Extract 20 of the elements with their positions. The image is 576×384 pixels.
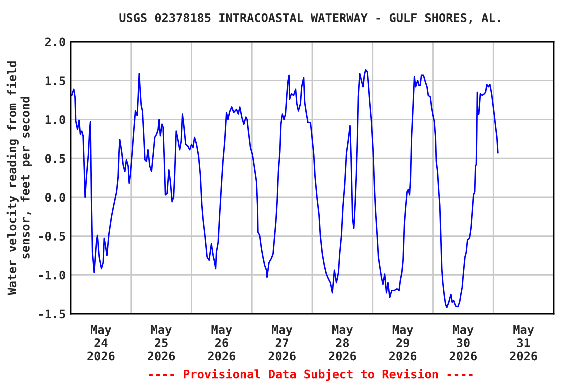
chart-title: USGS 02378185 INTRACOASTAL WATERWAY - GULF SHORES, AL. (120, 13, 500, 24)
x-tick-label: May 31 2026 (510, 325, 538, 361)
y-tick-label: 2.0 (45, 38, 66, 47)
y-axis-title: Water velocity reading from field sensor, feet per second (6, 62, 32, 296)
y-tick-label: 0.0 (46, 193, 66, 202)
y-tick-label: 1.5 (46, 76, 66, 86)
y-tick-label: 1.0 (46, 115, 66, 124)
line-series (71, 69, 499, 308)
x-tick-label: May 26 2026 (208, 325, 236, 361)
y-tick-label: -0.5 (39, 232, 66, 241)
x-tick-label: May 29 2026 (390, 325, 417, 361)
y-tick-label: 0.5 (46, 154, 66, 164)
y-tick-label: -1.5 (39, 310, 66, 319)
x-tick-label: May 27 2026 (268, 325, 296, 361)
text: ---- Provisional Data Subject to Revision ---- (149, 368, 473, 382)
x-tick-label: May 24 2026 (88, 325, 115, 361)
x-tick-label: May 25 2026 (148, 325, 176, 361)
x-tick-label: May 30 2026 (450, 325, 478, 361)
y-tick-label: -1.0 (39, 270, 66, 280)
x-tick-label: May 28 2026 (329, 325, 356, 361)
